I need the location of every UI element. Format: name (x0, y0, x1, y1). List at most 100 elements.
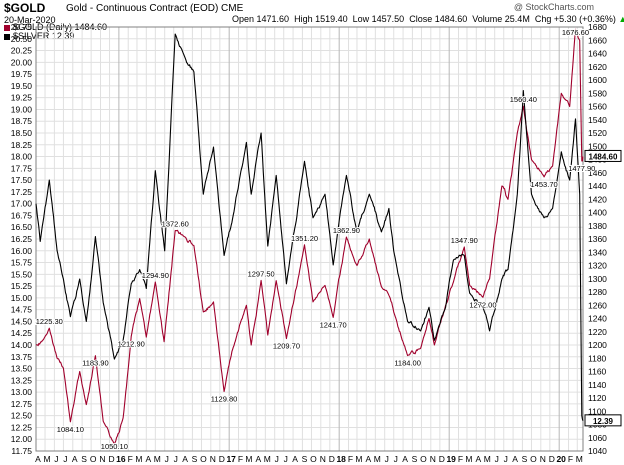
legend-silver: $SILVER 12.39 (4, 31, 74, 41)
ohlc-label: Volume (467, 14, 505, 24)
month-tick-label: F (128, 454, 133, 464)
month-tick-label: O (200, 454, 207, 464)
last-value-box (584, 414, 622, 427)
data-label: 1184.00 (394, 359, 421, 368)
right-tick-label: 1580 (588, 88, 607, 98)
ohlc-label: Low (347, 14, 372, 24)
left-tick-label: 14.50 (11, 316, 33, 326)
month-tick-label: F (568, 454, 573, 464)
year-tick-label: 17 (226, 454, 236, 464)
legend-silver-swatch (4, 33, 10, 40)
data-label: 1347.90 (451, 236, 478, 245)
ohlc-label: Open (232, 14, 257, 24)
right-axis: 1040106010801100112011401160118012001220… (588, 22, 607, 456)
data-label: 1129.80 (211, 395, 238, 404)
right-tick-label: 1260 (588, 300, 607, 310)
month-tick-label: M (484, 454, 491, 464)
ohlc-value: 1457.50 (371, 14, 405, 24)
month-tick-label: A (182, 454, 188, 464)
month-tick-label: J (385, 454, 389, 464)
data-label: 1294.90 (142, 271, 169, 280)
data-label: 1272.00 (469, 300, 496, 309)
left-tick-label: 19.25 (11, 93, 33, 103)
grid-lines (36, 26, 583, 452)
left-tick-label: 13.50 (11, 364, 33, 374)
data-label: 1225.30 (36, 317, 63, 326)
right-tick-label: 1120 (588, 393, 607, 403)
month-tick-label: A (35, 454, 41, 464)
month-tick-label: A (255, 454, 261, 464)
year-tick-label: 19 (446, 454, 456, 464)
left-tick-label: 16.50 (11, 222, 33, 232)
month-tick-label: J (284, 454, 288, 464)
month-tick-label: M (374, 454, 381, 464)
month-tick-label: D (219, 454, 225, 464)
month-tick-label: M (465, 454, 472, 464)
data-label: 1676.60 (562, 28, 589, 37)
month-tick-label: N (320, 454, 326, 464)
right-tick-label: 1420 (588, 194, 607, 204)
month-tick-label: D (549, 454, 555, 464)
month-tick-label: A (72, 454, 78, 464)
data-label: 1362.90 (333, 226, 360, 235)
ohlc-value: 1471.60 (256, 14, 290, 24)
left-tick-label: 20.25 (11, 46, 33, 56)
left-tick-label: 11.75 (11, 446, 32, 456)
year-tick-label: 16 (116, 454, 126, 464)
left-tick-label: 15.50 (11, 269, 33, 279)
month-tick-label: N (540, 454, 546, 464)
data-label: 1351.20 (291, 234, 318, 243)
ohlc-label: Chg (529, 14, 554, 24)
month-tick-label: N (210, 454, 216, 464)
left-tick-label: 13.25 (11, 375, 33, 385)
right-tick-label: 1620 (588, 62, 607, 72)
right-tick-label: 1400 (588, 208, 607, 218)
data-label: 1209.70 (273, 342, 300, 351)
month-tick-label: J (275, 454, 279, 464)
month-tick-label: D (108, 454, 114, 464)
month-tick-label: A (402, 454, 408, 464)
right-tick-label: 1360 (588, 234, 607, 244)
month-tick-label: J (63, 454, 67, 464)
right-tick-label: 1680 (588, 22, 607, 32)
right-tick-label: 1440 (588, 181, 607, 191)
left-tick-label: 20.00 (11, 57, 33, 67)
right-tick-label: 1380 (588, 221, 607, 231)
left-tick-label: 19.75 (11, 69, 33, 79)
data-label: 1241.70 (320, 320, 347, 329)
month-tick-label: D (439, 454, 445, 464)
right-tick-label: 1320 (588, 261, 607, 271)
month-tick-label: S (192, 454, 198, 464)
ohlc-value: +5.30 (+0.36%) (553, 14, 616, 24)
annotations: 1225.30 1084.10 1183.90 1050.10 1212.90 1294.… (35, 27, 597, 452)
left-tick-label: 13.75 (11, 352, 33, 362)
month-tick-label: S (302, 454, 308, 464)
right-tick-label: 1500 (588, 141, 607, 151)
data-label: 1560.40 (510, 95, 537, 104)
month-tick-label: M (264, 454, 271, 464)
month-tick-label: N (99, 454, 105, 464)
month-tick-label: S (412, 454, 418, 464)
month-tick-label: J (394, 454, 398, 464)
left-tick-label: 12.50 (11, 411, 33, 421)
month-tick-label: M (154, 454, 161, 464)
chart-symbol: $GOLD (4, 1, 46, 15)
left-tick-label: 15.75 (11, 258, 33, 268)
month-tick-label: F (348, 454, 353, 464)
right-tick-label: 1200 (588, 340, 607, 350)
right-tick-label: 1600 (588, 75, 607, 85)
left-tick-label: 17.00 (11, 199, 33, 209)
data-label: 1084.10 (57, 425, 84, 434)
right-tick-label: 1300 (588, 274, 607, 284)
plot-frame (35, 26, 584, 452)
right-tick-label: 1460 (588, 168, 607, 178)
year-tick-label: 20 (556, 454, 566, 464)
left-tick-label: 16.75 (11, 210, 33, 220)
left-tick-label: 16.00 (11, 246, 33, 256)
month-tick-label: O (90, 454, 97, 464)
right-tick-label: 1100 (588, 406, 607, 416)
left-tick-label: 14.75 (11, 305, 33, 315)
